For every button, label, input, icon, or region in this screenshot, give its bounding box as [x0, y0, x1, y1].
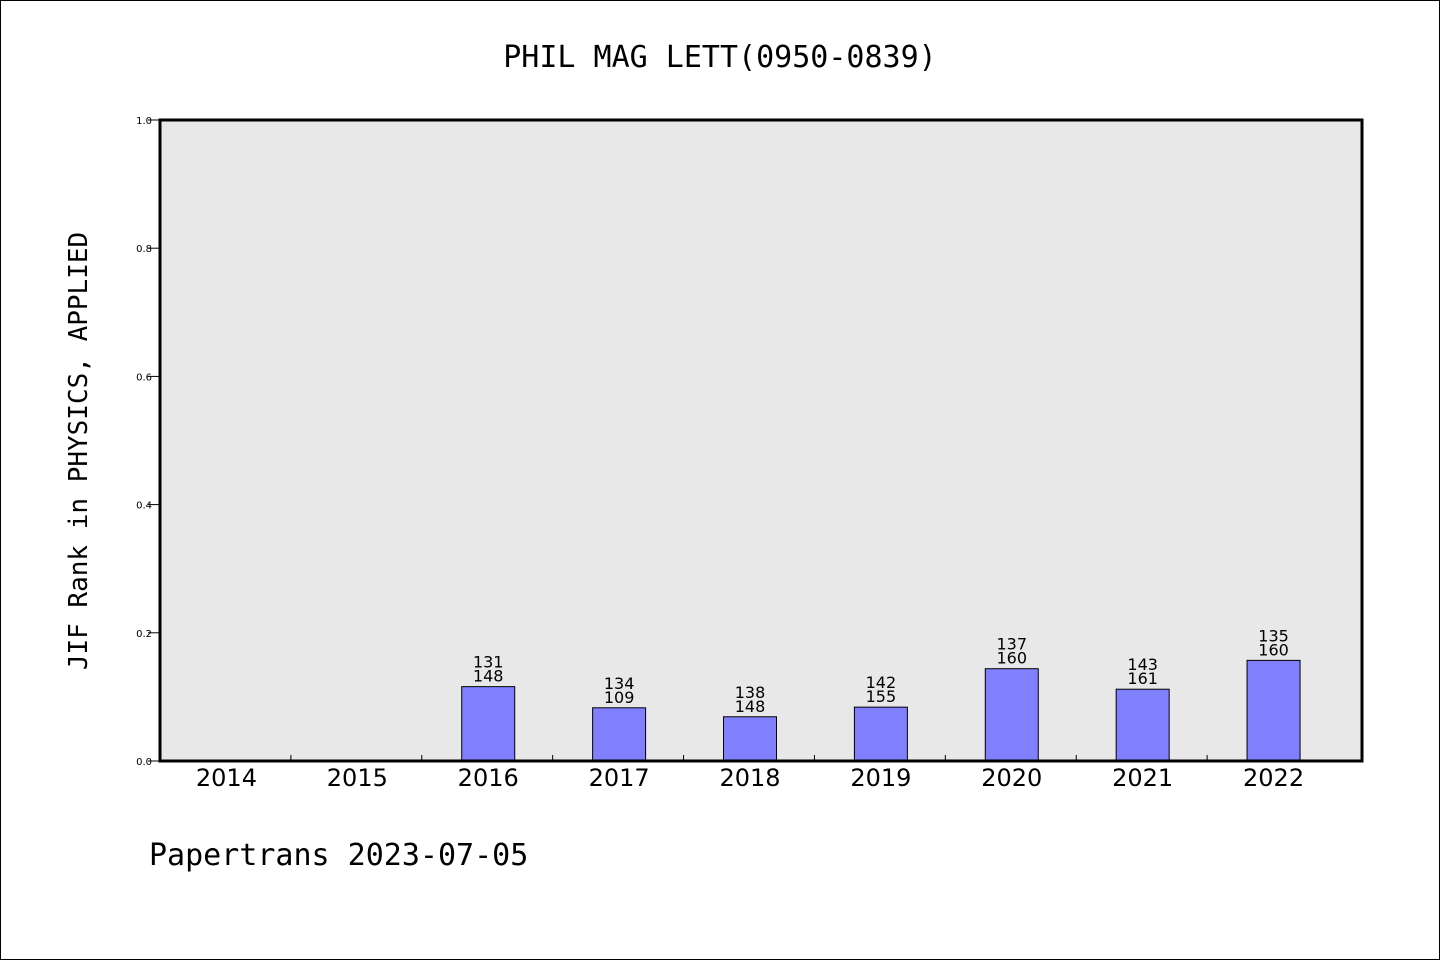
bar-rank-label: 142 — [866, 673, 897, 692]
bar-rank-label: 137 — [997, 635, 1028, 654]
x-tick-label: 2017 — [589, 764, 650, 792]
bar — [984, 668, 1039, 762]
bar — [1115, 688, 1170, 762]
bar — [461, 686, 516, 762]
bar-total-label: 155 — [866, 687, 897, 706]
y-axis-label: JIF Rank in PHYSICS, APPLIED — [64, 232, 94, 670]
bar-total-label: 161 — [1127, 669, 1158, 688]
chart-title: PHIL MAG LETT(0950-0839) — [503, 40, 936, 75]
bar-total-label: 148 — [735, 697, 766, 716]
x-tick-label: 2019 — [850, 764, 911, 792]
bar-total-label: 148 — [473, 667, 504, 686]
y-tick-label: 0.4 — [136, 501, 152, 512]
bar — [853, 706, 908, 762]
x-tick-label: 2018 — [719, 764, 780, 792]
bar-total-label: 160 — [997, 649, 1028, 668]
y-tick-label: 0.8 — [136, 244, 152, 255]
x-tick-label: 2016 — [458, 764, 519, 792]
footer-text: Papertrans 2023-07-05 — [149, 838, 528, 873]
x-tick-label: 2020 — [981, 764, 1042, 792]
bar-rank-label: 143 — [1127, 655, 1158, 674]
bar — [1246, 659, 1301, 762]
x-tick-label: 2022 — [1243, 764, 1304, 792]
bar-rank-label: 138 — [735, 683, 766, 702]
y-tick-label: 1.0 — [136, 116, 152, 127]
bar-total-label: 160 — [1258, 640, 1289, 659]
x-tick-label: 2015 — [327, 764, 388, 792]
y-tick-label: 0.0 — [136, 757, 152, 768]
plot-border — [158, 118, 1364, 763]
x-tick-label: 2021 — [1112, 764, 1173, 792]
plot-area — [160, 120, 1362, 761]
bar-rank-label: 135 — [1258, 626, 1289, 645]
x-tick-label: 2014 — [196, 764, 257, 792]
y-tick-label: 0.2 — [136, 629, 152, 640]
y-tick-label: 0.6 — [136, 372, 152, 383]
bar-rank-label: 134 — [604, 674, 635, 693]
bar-rank-label: 131 — [473, 653, 504, 672]
bar-total-label: 109 — [604, 688, 635, 707]
bar — [592, 707, 647, 762]
bar — [723, 716, 777, 762]
